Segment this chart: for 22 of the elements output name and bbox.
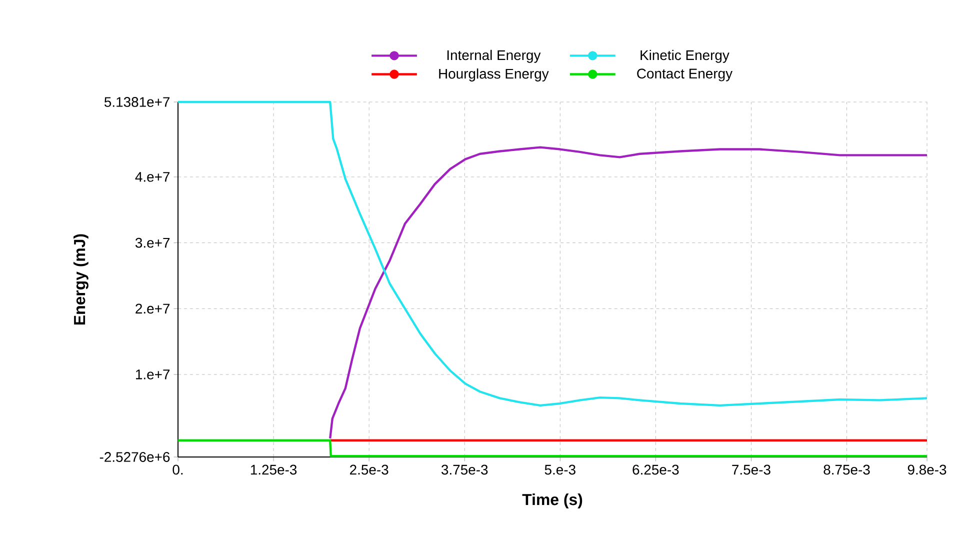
- x-tick-label: 8.75e-3: [824, 464, 870, 475]
- x-axis-title: Time (s): [522, 493, 582, 508]
- y-tick-label: 3.e+7: [135, 238, 170, 248]
- legend-label: Kinetic Energy: [640, 50, 730, 63]
- y-tick-label: 5.1381e+7: [104, 97, 170, 107]
- line-series: [176, 100, 928, 407]
- y-axis-title: Energy (mJ): [74, 234, 88, 324]
- x-tick-label: 2.5e-3: [350, 464, 388, 475]
- x-tick-label: 3.75e-3: [441, 464, 488, 475]
- y-tick-label: 2.e+7: [136, 304, 170, 314]
- x-tick-label: 7.5e-3: [732, 464, 770, 475]
- x-tick-label: 5.e-3: [544, 464, 576, 475]
- legend-label: Contact Energy: [637, 68, 733, 82]
- x-tick-label: 0.: [172, 464, 183, 475]
- y-tick-label: 4.e+7: [135, 172, 170, 182]
- x-tick-label: 9.8e-3: [908, 464, 946, 475]
- x-tick-label: 6.25e-3: [632, 464, 679, 475]
- y-tick-label: -2.5276e+6: [100, 452, 170, 462]
- y-tick-label: 1.e+7: [136, 370, 170, 380]
- legend-label: Internal Energy: [447, 50, 541, 63]
- x-tick-label: 1.25e-3: [250, 464, 297, 475]
- legend-label: Hourglass Energy: [439, 68, 549, 82]
